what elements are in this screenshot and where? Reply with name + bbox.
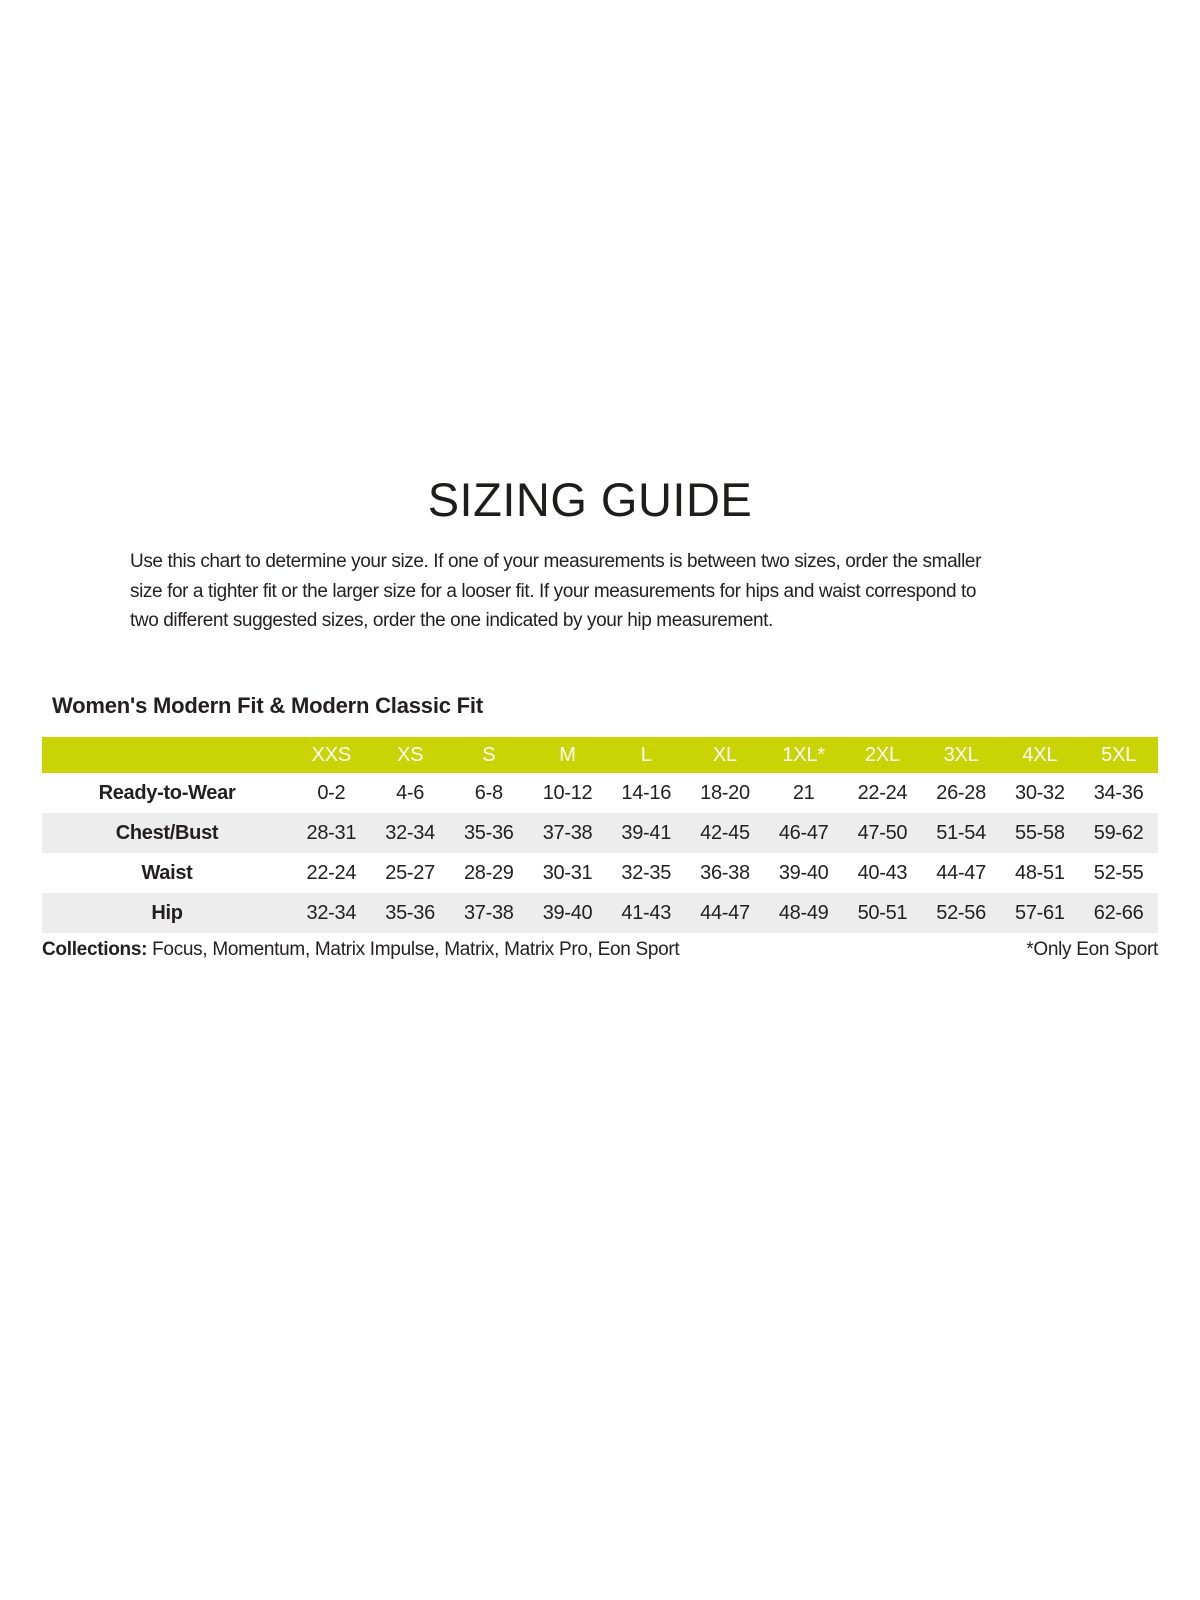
collections-label: Collections: [42, 939, 148, 960]
table-row-hip: Hip 32-34 35-36 37-38 39-40 41-43 44-47 … [42, 893, 1158, 933]
size-value-cell: 32-35 [621, 861, 672, 884]
size-value-cell: 14-16 [621, 781, 672, 804]
size-value-cell: 4-6 [396, 781, 425, 804]
size-value-cell: 59-62 [1079, 813, 1158, 853]
size-value-cell: 42-45 [685, 813, 765, 853]
size-value-cell: 44-47 [936, 861, 986, 884]
intro-line: Use this chart to determine your size. I… [130, 551, 981, 572]
size-table-header: XXS XS S M L XL 1XL* 2XL 3XL 4XL 5XL [42, 737, 1158, 773]
collections-line: Collections: Focus, Momentum, Matrix Imp… [42, 939, 680, 961]
size-value-cell: 39-41 [606, 813, 686, 853]
size-value-cell: 41-43 [606, 893, 686, 933]
size-column-header: L [606, 737, 686, 773]
size-column-header: XL [685, 737, 765, 773]
size-value-cell: 48-49 [764, 893, 844, 933]
size-value-cell: 35-36 [370, 893, 450, 933]
intro-line: size for a tighter fit or the larger siz… [130, 580, 977, 602]
size-value-cell: 28-29 [463, 861, 514, 884]
size-value-cell: 47-50 [843, 813, 922, 853]
size-value-cell: 30-31 [542, 861, 593, 884]
size-value-cell: 44-47 [685, 893, 765, 933]
size-value-cell: 22-24 [857, 781, 908, 804]
size-table: XXS XS S M L XL 1XL* 2XL 3XL 4XL 5XL Rea… [42, 737, 1158, 933]
size-value-cell: 35-36 [449, 813, 529, 853]
size-value-cell: 25-27 [385, 861, 435, 884]
table-row-waist: Waist 22-24 25-27 28-29 30-31 32-35 36-3… [42, 853, 1158, 893]
size-column-header: S [449, 737, 529, 773]
size-value-cell: 52-56 [921, 893, 1001, 933]
size-value-cell: 37-38 [449, 893, 529, 933]
size-column-header: XS [370, 737, 450, 773]
row-label: Ready-to-Wear [98, 781, 236, 804]
intro-paragraph: Use this chart to determine your size. I… [130, 547, 1090, 636]
size-value-cell: 34-36 [1093, 781, 1144, 804]
size-value-cell: 26-28 [936, 781, 986, 804]
size-value-cell: 62-66 [1079, 893, 1158, 933]
size-column-header-blank [42, 737, 292, 773]
size-value-cell: 39-40 [528, 893, 607, 933]
size-value-cell: 39-40 [778, 861, 829, 884]
size-column-header: XXS [292, 737, 371, 773]
header-row: XXS XS S M L XL 1XL* 2XL 3XL 4XL 5XL [42, 737, 1158, 773]
row-label: Chest/Bust [42, 813, 292, 853]
table-row-chest-bust: Chest/Bust 28-31 32-34 35-36 37-38 39-41… [42, 813, 1158, 853]
table-row-ready-to-wear: Ready-to-Wear 0-2 4-6 6-8 10-12 14-16 18… [42, 773, 1158, 813]
size-value-cell: 10-12 [542, 781, 593, 804]
size-value-cell: 37-38 [528, 813, 607, 853]
size-column-header: 2XL [843, 737, 922, 773]
size-value-cell: 18-20 [700, 781, 750, 804]
size-value-cell: 36-38 [700, 861, 750, 884]
table-footer: Collections: Focus, Momentum, Matrix Imp… [42, 939, 1158, 961]
size-value-cell: 46-47 [764, 813, 844, 853]
page-title: SIZING GUIDE [427, 473, 753, 526]
size-column-header: 3XL [921, 737, 1001, 773]
size-value-cell: 32-34 [370, 813, 450, 853]
size-value-cell: 22-24 [306, 861, 357, 884]
size-value-cell: 40-43 [857, 861, 908, 884]
size-value-cell: 55-58 [1000, 813, 1080, 853]
size-value-cell: 6-8 [474, 781, 503, 804]
size-column-header: 1XL* [764, 737, 844, 773]
size-column-header: 5XL [1079, 737, 1158, 773]
collections-list: Focus, Momentum, Matrix Impulse, Matrix,… [147, 939, 680, 960]
size-value-cell: 52-55 [1093, 861, 1144, 884]
footnote-only-eon-sport: *Only Eon Sport [1026, 939, 1158, 960]
size-value-cell: 28-31 [292, 813, 371, 853]
row-label: Hip [42, 893, 292, 933]
size-value-cell: 48-51 [1015, 861, 1065, 884]
intro-line: two different suggested sizes, order the… [130, 610, 773, 631]
size-value-cell: 57-61 [1000, 893, 1080, 933]
size-value-cell: 21 [792, 781, 815, 804]
size-value-cell: 50-51 [843, 893, 922, 933]
size-column-header: M [528, 737, 607, 773]
size-value-cell: 32-34 [292, 893, 371, 933]
row-label: Waist [141, 861, 193, 884]
size-value-cell: 51-54 [921, 813, 1001, 853]
size-column-header: 4XL [1000, 737, 1080, 773]
section-heading: Women's Modern Fit & Modern Classic Fit [52, 693, 483, 718]
size-value-cell: 30-32 [1015, 781, 1065, 804]
size-value-cell: 0-2 [317, 781, 346, 804]
